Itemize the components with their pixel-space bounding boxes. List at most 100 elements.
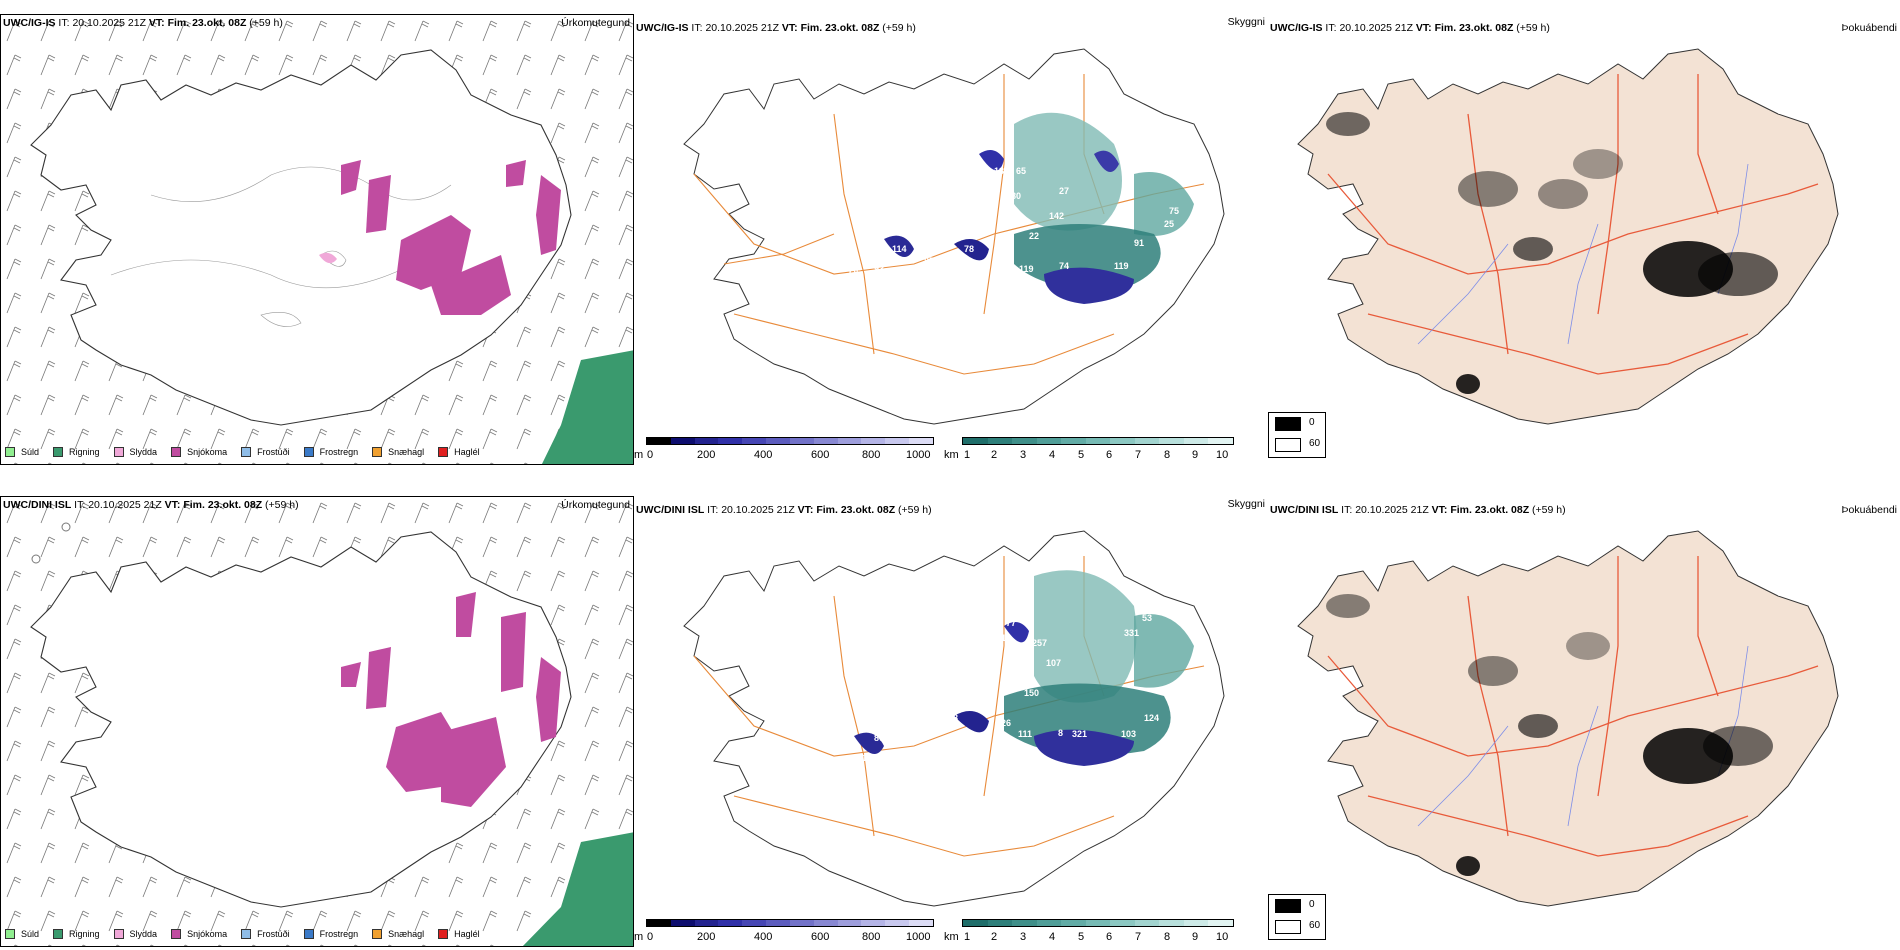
cloud-base-label: 78 [964,244,974,254]
cloud-base-label: 150 [1024,688,1039,698]
row-header: UWC/DINI ISL IT: 20.10.2025 21Z VT: Fim.… [3,499,299,511]
cloud-base-tick: 0 [647,449,654,461]
cloud-base-label: 86 [874,733,884,743]
ceiling-panel: 116 114 93 78 106 119 74 119 91 132 65 8… [634,14,1268,465]
precip-legend: Súld Rigning Slydda Snjókoma Frostúði Fr… [5,929,494,939]
visibility-unit: km [944,449,959,461]
cloud-base-unit: m [634,931,644,943]
cloud-base-tick: 1000 [906,931,931,943]
visibility-tick: 10 [1216,931,1229,943]
legend-item: Snjókoma [171,447,227,457]
cloud-base-tick: 0 [647,931,654,943]
cloud-base-label: 880 [1006,191,1021,201]
legend-item: Snæhagl [372,929,424,939]
rain-area [522,832,633,946]
fog-panel: UWC/DINI ISL IT: 20.10.2025 21Z VT: Fim.… [1268,496,1900,947]
legend-item: Slydda [113,929,157,939]
visibility-tick: 6 [1106,449,1113,461]
precip-type-panel: UWC/IG-IS IT: 20.10.2025 21Z VT: Fim. 23… [0,14,634,465]
ceiling-panel: 306 109 86 88 126 111 321 103 150 107 25… [634,496,1268,947]
cloud-base-label: 53 [1142,613,1152,623]
legend-item: Súld [5,447,39,457]
cloud-base-label: 257 [1032,638,1047,648]
precip-type-map [1,497,633,946]
fog-areas [1326,112,1778,394]
fog-legend: 0 60 [1268,894,1326,940]
fog-legend-min-swatch [1275,920,1301,934]
legend-swatch-freezing-drizzle [241,929,252,939]
cloud-base-unit: m [634,449,644,461]
cloud-base-label: 85 [924,256,934,266]
cloud-base-tick: 600 [811,449,830,461]
legend-swatch-rain [53,447,64,457]
visibility-tick: 3 [1020,449,1027,461]
legend-swatch-sleet [113,929,124,939]
cloud-base-label: 77 [1006,618,1016,628]
row-header: UWC/DINI ISL IT: 20.10.2025 21Z VT: Fim.… [636,504,932,516]
visibility-tick: 1 [964,449,971,461]
cloud-base-label: 114 [892,244,907,254]
cloud-base-label: 109 [870,703,885,713]
cloud-base-tick: 400 [754,931,773,943]
cloud-base-label: 142 [1049,211,1064,221]
cloud-base-label: 103 [1121,729,1136,739]
row-header: UWC/IG-IS IT: 20.10.2025 21Z VT: Fim. 23… [1270,22,1550,34]
fog-panel: UWC/IG-IS IT: 20.10.2025 21Z VT: Fim. 23… [1268,14,1900,465]
snowfall-areas [341,160,561,315]
iceland-outline [1297,530,1839,907]
cloud-base-label: 116 [890,224,905,234]
visibility-tick: 10 [1216,449,1229,461]
cloud-base-labels: 306 109 86 88 126 111 321 103 150 107 25… [852,613,1159,763]
fog-legend: 0 60 [1268,412,1326,458]
sleet-area [319,252,337,264]
visibility-tick: 6 [1106,931,1113,943]
visibility-tick: 5 [1078,449,1085,461]
cloud-base-label: 74 [1059,261,1069,271]
cloud-base-colorbar: m 0 200 400 600 800 1000 [634,919,934,947]
cloud-base-label: 80 [1006,666,1016,676]
fog-legend-min-label: 60 [1309,438,1321,449]
cloud-base-label: 101 [934,376,949,386]
fog-map [1297,530,1839,907]
cloud-base-gradient [646,437,934,445]
cloud-base-label: 75 [1169,206,1179,216]
row-header: UWC/IG-IS IT: 20.10.2025 21Z VT: Fim. 23… [3,17,283,29]
visibility-tick: 2 [991,931,998,943]
fog-legend-max-label: 0 [1309,417,1315,428]
snowfall-areas [341,592,561,807]
cloud-base-label: Q5 [849,268,861,278]
visibility-gradient [962,437,1234,445]
legend-item: Haglél [438,447,480,457]
cloud-base-tick: 200 [697,449,716,461]
precip-type-map [1,15,633,464]
legend-swatch-sleet [113,447,124,457]
fog-legend-min-label: 60 [1309,920,1321,931]
cloud-base-tick: 800 [862,449,881,461]
iceland-outline [1297,48,1839,425]
iceland-outline [30,49,572,426]
road-network [1327,74,1819,375]
cloud-base-tick: 400 [754,449,773,461]
visibility-gradient [962,919,1234,927]
cloud-base-label: 106 [994,256,1009,266]
legend-item: Haglél [438,929,480,939]
panel-title: Þokuábendi [1841,504,1897,516]
cloud-base-label: 32 [1174,231,1184,241]
cloud-base-areas [854,622,1134,766]
legend-swatch-rain [53,929,64,939]
legend-item: Rigning [53,447,100,457]
panel-title: Skyggni [1227,16,1265,28]
cloud-base-label: 34 [1144,146,1154,156]
legend-swatch-hail [438,447,449,457]
legend-item: Frostúði [241,447,290,457]
precip-legend: Súld Rigning Slydda Snjókoma Frostúði Fr… [5,447,494,457]
visibility-colorbar: km 1 2 3 4 5 6 7 8 9 10 [944,919,1234,947]
rain-area [541,350,633,464]
road-network [1327,556,1819,857]
legend-swatch-freezing-rain [303,929,314,939]
cloud-base-label: 321 [1072,729,1087,739]
cloud-base-label: 8 [1058,728,1063,738]
legend-item: Frostregn [303,447,358,457]
cloud-base-label: 31 [996,633,1006,643]
cloud-base-tick: 200 [697,931,716,943]
